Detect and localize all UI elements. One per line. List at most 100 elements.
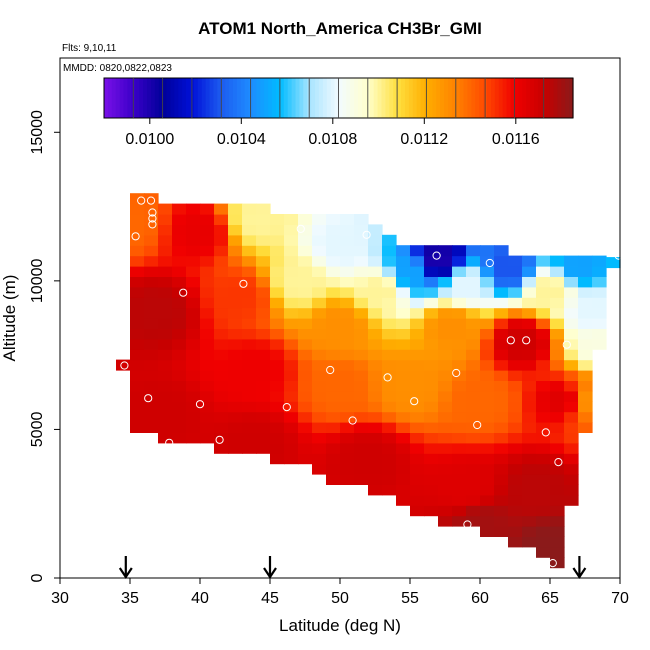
- heatmap-cell: [578, 422, 593, 433]
- heatmap-cell: [130, 245, 145, 257]
- heatmap-cell: [550, 442, 565, 454]
- heatmap-cell: [172, 318, 187, 329]
- heatmap-cell: [550, 484, 565, 496]
- heatmap-cell: [522, 463, 537, 475]
- heatmap-cell: [382, 401, 397, 413]
- heatmap-cell: [130, 307, 145, 319]
- heatmap-cell: [564, 359, 579, 371]
- colorbar-swatch: [107, 78, 113, 118]
- heatmap-cell: [326, 411, 341, 423]
- heatmap-cell: [186, 390, 201, 402]
- colorbar-swatch: [334, 78, 340, 118]
- heatmap-cell: [326, 349, 341, 361]
- heatmap-cell: [536, 297, 551, 309]
- x-tick-label: 40: [191, 590, 209, 607]
- heatmap-cell: [438, 266, 453, 277]
- heatmap-cell: [144, 380, 159, 392]
- heatmap-cell: [312, 370, 327, 381]
- heatmap-cell: [200, 255, 215, 267]
- colorbar-swatch: [252, 78, 258, 118]
- heatmap-cell: [494, 401, 509, 413]
- colorbar-tick-label: 0.0108: [308, 131, 357, 148]
- heatmap-cell: [466, 276, 481, 288]
- heatmap-cell: [144, 214, 159, 225]
- heatmap-cell: [326, 401, 341, 413]
- heatmap-cell: [354, 214, 369, 225]
- heatmap-cell: [172, 411, 187, 423]
- heatmap-cell: [508, 307, 523, 319]
- heatmap-cell: [550, 505, 565, 517]
- heatmap-cell: [508, 422, 523, 433]
- heatmap-cell: [172, 422, 187, 433]
- heatmap-cell: [242, 286, 257, 298]
- flight-points: [120, 196, 623, 568]
- heatmap-cell: [382, 453, 397, 465]
- heatmap-cell: [228, 203, 243, 215]
- heatmap-cell: [452, 453, 467, 465]
- colorbar-swatch: [498, 78, 504, 118]
- heatmap-cell: [144, 411, 159, 423]
- heatmap-cell: [564, 328, 579, 340]
- heatmap-cell: [242, 442, 257, 454]
- heatmap-cell: [508, 390, 523, 402]
- heatmap-cell: [382, 484, 397, 496]
- heatmap-cell: [354, 390, 369, 402]
- heatmap-cell: [452, 245, 467, 257]
- heatmap-cell: [326, 214, 341, 225]
- colorbar-swatch: [444, 78, 449, 118]
- heatmap-cell: [522, 359, 537, 371]
- heatmap-cell: [368, 390, 383, 402]
- colorbar-swatch: [393, 78, 398, 118]
- heatmap-cell: [256, 266, 271, 277]
- flight-point: [541, 428, 550, 437]
- heatmap-cell: [242, 432, 257, 444]
- heatmap-cell: [382, 266, 397, 277]
- heatmap-cell: [200, 286, 215, 298]
- heatmap-cell: [340, 453, 355, 465]
- colorbar-swatch: [526, 78, 531, 118]
- heatmap-cell: [368, 370, 383, 381]
- heatmap-cell: [564, 442, 579, 454]
- heatmap-cell: [508, 411, 523, 423]
- heatmap-cell: [536, 370, 551, 381]
- colorbar-swatch: [451, 78, 457, 118]
- heatmap-cell: [242, 318, 257, 329]
- heatmap-cell: [186, 266, 201, 277]
- colorbar-swatch: [361, 78, 367, 118]
- heatmap-cell: [200, 297, 215, 309]
- heatmap-cell: [284, 214, 299, 225]
- heatmap-cell: [270, 422, 285, 433]
- heatmap-cell: [550, 557, 565, 569]
- heatmap-cell: [550, 432, 565, 444]
- heatmap-cell: [396, 380, 411, 392]
- flight-point: [120, 361, 129, 370]
- heatmap-cell: [466, 307, 481, 319]
- heatmap-cell: [550, 349, 565, 361]
- heatmap-cell: [186, 432, 201, 444]
- heatmap-cell: [592, 307, 607, 319]
- flight-point: [383, 373, 392, 382]
- heatmap-cell: [298, 422, 313, 433]
- heatmap-cell: [144, 307, 159, 319]
- heatmap-cell: [592, 338, 607, 350]
- heatmap-cell: [452, 515, 467, 527]
- heatmap-cell: [536, 338, 551, 350]
- heatmap-cell: [242, 328, 257, 340]
- heatmap-cell: [564, 401, 579, 413]
- heatmap-cell: [480, 432, 495, 444]
- colorbar-swatch: [213, 78, 218, 118]
- heatmap-cell: [340, 411, 355, 423]
- heatmap-cell: [494, 297, 509, 309]
- heatmap-cell: [494, 276, 509, 288]
- heatmap-cell: [536, 328, 551, 340]
- heatmap-cell: [508, 276, 523, 288]
- heatmap-cell: [130, 318, 145, 329]
- colorbar-swatch: [236, 78, 242, 118]
- heatmap-cell: [242, 370, 257, 381]
- heatmap-cell: [312, 349, 327, 361]
- heatmap-cell: [410, 349, 425, 361]
- heatmap-cell: [214, 432, 229, 444]
- heatmap-cell: [438, 255, 453, 267]
- heatmap-cell: [536, 526, 551, 537]
- heatmap-cell: [158, 422, 173, 433]
